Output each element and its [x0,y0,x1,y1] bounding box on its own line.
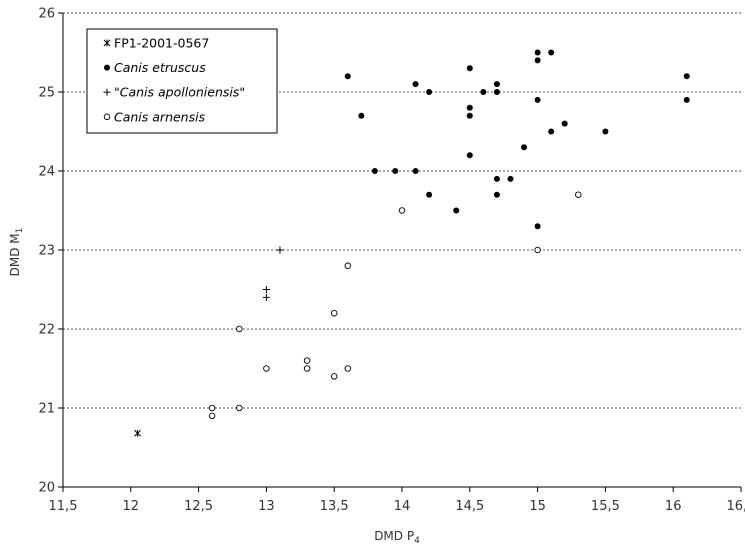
filled-circle-point [534,49,541,56]
legend-label: FP1-2001-0567 [114,36,209,51]
filled-circle-point [466,112,473,119]
x-tick-label: 12,5 [184,499,213,514]
filled-circle-point [534,57,541,64]
y-tick-label: 25 [38,86,55,101]
filled-circle-point [466,65,473,72]
open-circle-point [236,325,243,333]
open-circle-point [344,262,352,270]
plus-point [262,293,270,301]
filled-circle-point [466,152,473,159]
filled-circle-point [480,89,487,95]
x-axis-title-main: DMD P [374,529,414,543]
open-circle-point [236,404,243,412]
legend-entries: FP1-2001-0567 Canis etruscus "Canis apollo… [103,36,245,124]
plus-point [276,246,284,254]
filled-circle-point [602,128,609,135]
open-circle-point [344,365,352,372]
grid-lines [63,12,741,409]
filled-circle-point [344,73,351,80]
filled-circle-point [358,112,365,119]
y-axis-title-main: DMD M [8,233,22,276]
legend-marker-plus [103,88,111,96]
legend-marker-open-circle [103,113,111,121]
x-tick-label: 15,5 [591,499,620,514]
x-tick-label: 15 [529,499,546,514]
filled-circle-point [534,96,541,103]
filled-circle-point [426,191,433,198]
filled-circle-point [548,49,555,56]
tick-labels: 20 21 22 23 24 25 26 11,5 12 12,5 13 13,5 14 14,5 15 15… [38,7,745,515]
filled-circle-point [412,81,419,88]
legend-label: Canis etruscus [114,60,206,75]
filled-circle-point [453,207,460,214]
filled-circle-point [534,223,541,230]
filled-circle-point [493,81,500,88]
axes [58,12,742,492]
x-axis-title: DMD P4 [374,529,420,546]
filled-circle-point [371,168,378,174]
filled-circle-point [412,168,419,174]
y-tick-label: 24 [38,165,55,180]
filled-circle-point [493,89,500,95]
legend-box [86,28,278,134]
filled-circle-point [426,89,433,95]
open-circle-point [534,246,541,254]
open-circle-point [330,373,338,380]
open-circle-point [263,365,270,372]
open-circle-point [303,357,311,364]
legend: FP1-2001-0567 Canis etruscus "Canis apollo… [86,28,278,134]
y-axis-title-subscript: 1 [15,228,25,234]
legend-marker-filled-circle [104,64,110,71]
y-tick-label: 22 [38,323,55,338]
open-circle-point [303,365,311,372]
open-circle-point [208,412,216,420]
filled-circle-point [493,191,500,198]
filled-circle-point [392,168,399,174]
x-tick-label: 13,5 [320,499,349,514]
plus-point [262,286,270,293]
legend-label: Canis arnensis [114,109,206,124]
x-tick-label: 16 [665,499,682,514]
y-tick-label: 23 [38,244,55,259]
y-tick-label: 20 [38,481,55,496]
filled-circle-point [521,144,528,151]
filled-circle-point [548,128,555,135]
x-tick-label: 12 [123,499,140,514]
open-circle-point [575,191,582,198]
x-axis-title-subscript: 4 [414,536,420,546]
legend-label: "Canis apolloniensis" [114,85,245,100]
filled-circle-point [683,96,690,103]
open-circle-point [398,207,406,214]
x-tick-label: 11,5 [49,499,78,514]
open-circle-point [208,404,216,412]
x-tick-label: 14 [394,499,411,514]
filled-circle-point [507,175,514,182]
data-points [134,49,690,437]
x-tick-label: 14,5 [455,499,484,514]
filled-circle-point [493,175,500,182]
asterisk-point [134,429,141,437]
filled-circle-point [561,120,568,127]
x-tick-label: 16,5 [727,499,745,514]
legend-marker-asterisk [103,39,111,47]
open-circle-point [330,309,338,317]
y-axis-title: DMD M1 [8,228,25,277]
filled-circle-point [466,104,473,111]
filled-circle-point [683,73,690,80]
y-tick-label: 26 [38,7,55,22]
y-tick-label: 21 [38,402,55,417]
x-tick-label: 13 [258,499,275,514]
